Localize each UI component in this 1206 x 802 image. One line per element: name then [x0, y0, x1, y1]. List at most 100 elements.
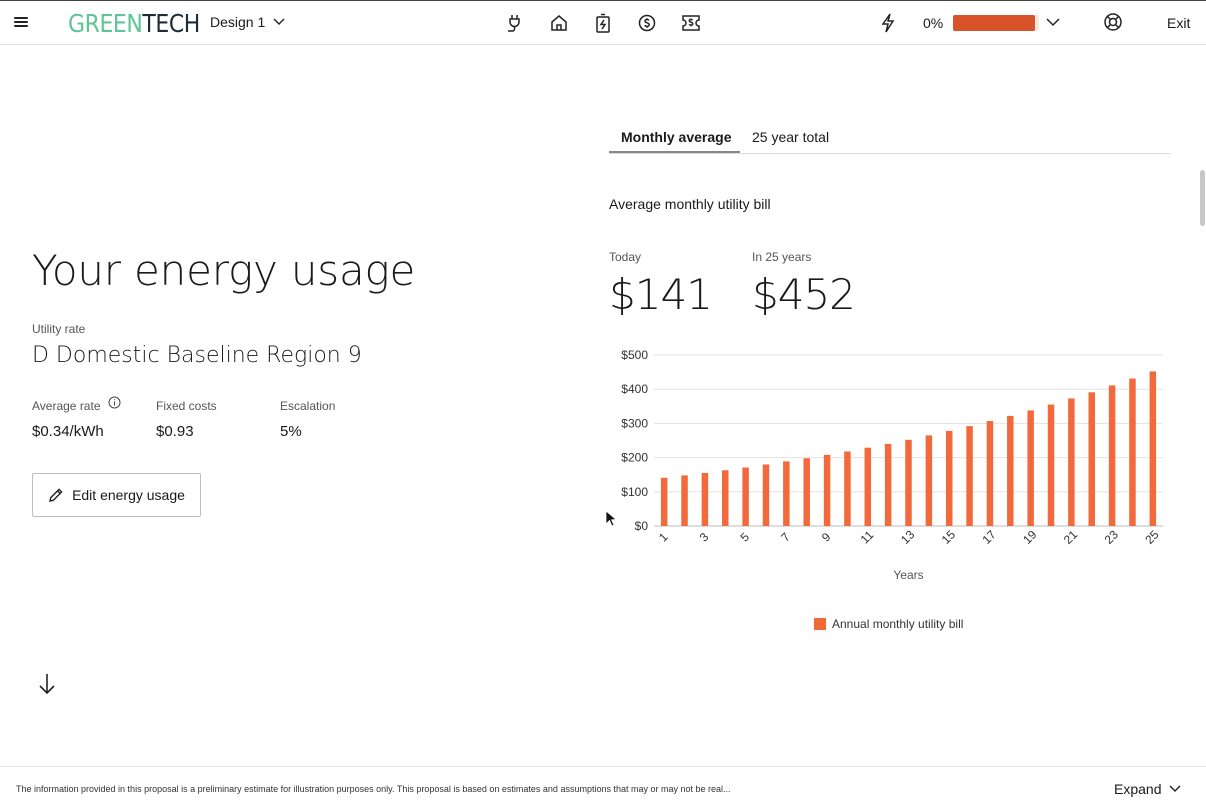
legend-label: Annual monthly utility bill	[832, 617, 964, 631]
tab-monthly-average[interactable]: Monthly average	[621, 129, 732, 145]
future-label: In 25 years	[752, 250, 812, 264]
x-tick-label: 19	[1020, 527, 1040, 547]
bar	[844, 451, 851, 526]
design-dropdown-label: Design 1	[210, 14, 266, 30]
bar	[1088, 392, 1095, 526]
escalation-label: Escalation	[280, 399, 336, 413]
progress-fill	[953, 15, 1035, 31]
logo-tech: TECH	[142, 9, 200, 38]
progress-expand-chevron-icon[interactable]	[1046, 14, 1060, 35]
x-tick-label: 13	[898, 527, 918, 547]
utility-rate-label: Utility rate	[32, 322, 86, 336]
x-tick-label: 11	[858, 528, 877, 547]
page-title: Your energy usage	[32, 246, 416, 295]
bar	[1129, 378, 1136, 526]
x-tick-label: 17	[979, 527, 999, 547]
bar	[966, 426, 973, 526]
today-label: Today	[609, 250, 642, 264]
bar	[884, 443, 892, 526]
active-tab-indicator	[609, 151, 740, 153]
average-rate-value: $0.34/kWh	[32, 423, 104, 440]
scrollbar[interactable]	[1200, 170, 1205, 226]
y-tick-label: $200	[621, 451, 648, 465]
edit-energy-usage-button[interactable]: Edit energy usage	[32, 473, 201, 517]
legend-swatch	[814, 618, 826, 630]
disclaimer-footer: The information provided in this proposa…	[0, 766, 1206, 802]
x-tick-label: 5	[737, 530, 752, 545]
escalation-stat: Escalation 5%	[280, 397, 335, 440]
bar	[1149, 371, 1157, 526]
logo: GREENTECH	[68, 9, 200, 38]
average-rate-stat: Average rate $0.34/kWh	[32, 396, 121, 440]
y-tick-label: $0	[635, 519, 649, 533]
y-tick-label: $100	[621, 485, 648, 499]
design-dropdown[interactable]: Design 1	[210, 14, 285, 30]
y-tick-label: $500	[621, 348, 648, 362]
chart-title: Average monthly utility bill	[609, 196, 771, 212]
escalation-value: 5%	[280, 423, 302, 440]
chevron-down-icon	[1169, 785, 1181, 792]
progress-bar	[953, 15, 1039, 31]
bar	[681, 475, 688, 526]
bar	[660, 477, 668, 526]
bar	[701, 472, 709, 526]
future-bill: In 25 years $452	[752, 250, 856, 319]
progress-percent: 0%	[923, 15, 944, 31]
pencil-icon	[49, 488, 63, 502]
utility-rate-value: D Domestic Baseline Region 9	[32, 343, 362, 368]
bar	[742, 467, 749, 526]
chart-tabs: Monthly average 25 year total	[609, 126, 1171, 154]
bar	[722, 470, 729, 526]
x-tick-label: 9	[819, 530, 834, 545]
y-tick-label: $300	[621, 416, 648, 430]
help-lifebuoy-icon[interactable]	[1103, 12, 1123, 37]
mouse-cursor-icon	[605, 510, 617, 527]
ticket-icon[interactable]	[680, 12, 702, 34]
expand-button[interactable]: Expand	[1114, 781, 1181, 797]
bar	[1108, 385, 1116, 526]
x-tick-label: 21	[1061, 527, 1081, 547]
today-bill: Today $141	[609, 250, 713, 319]
bar	[905, 439, 912, 526]
bar	[1007, 415, 1014, 526]
today-value: $141	[609, 270, 713, 319]
bar	[1027, 410, 1034, 526]
exit-button[interactable]: Exit	[1167, 15, 1191, 31]
x-tick-label: 3	[697, 530, 712, 545]
bar	[1068, 398, 1075, 526]
x-tick-label: 15	[939, 527, 959, 547]
disclaimer-text: The information provided in this proposa…	[16, 784, 731, 794]
bar	[925, 435, 933, 526]
hamburger-menu-icon[interactable]	[14, 15, 30, 29]
bar	[762, 464, 770, 526]
bar	[1047, 404, 1055, 526]
tab-25-year-total[interactable]: 25 year total	[752, 129, 830, 145]
x-tick-label: 1	[656, 530, 671, 545]
bar	[864, 447, 872, 526]
lightning-icon	[880, 13, 896, 38]
y-tick-label: $400	[621, 382, 648, 396]
logo-green: GREEN	[68, 9, 143, 38]
dollar-icon[interactable]	[636, 12, 658, 34]
future-value: $452	[752, 270, 856, 319]
x-axis-label: Years	[893, 568, 923, 582]
top-bar: GREENTECH Design 1 0% Exit	[0, 0, 1206, 45]
step-nav	[504, 12, 702, 34]
edit-energy-usage-label: Edit energy usage	[72, 487, 185, 503]
bar	[783, 461, 790, 526]
bar	[986, 421, 994, 526]
chevron-down-icon	[273, 18, 285, 25]
info-icon[interactable]	[108, 396, 121, 409]
x-tick-label: 7	[778, 530, 793, 545]
home-icon[interactable]	[548, 12, 570, 34]
bar	[803, 458, 810, 526]
x-tick-label: 23	[1102, 527, 1122, 547]
expand-label: Expand	[1114, 781, 1162, 797]
bar	[945, 430, 953, 526]
battery-icon[interactable]	[592, 12, 614, 34]
fixed-costs-stat: Fixed costs $0.93	[156, 397, 217, 440]
fixed-costs-value: $0.93	[156, 423, 194, 440]
plug-icon[interactable]	[504, 12, 526, 34]
arrow-down-icon[interactable]	[37, 672, 57, 701]
